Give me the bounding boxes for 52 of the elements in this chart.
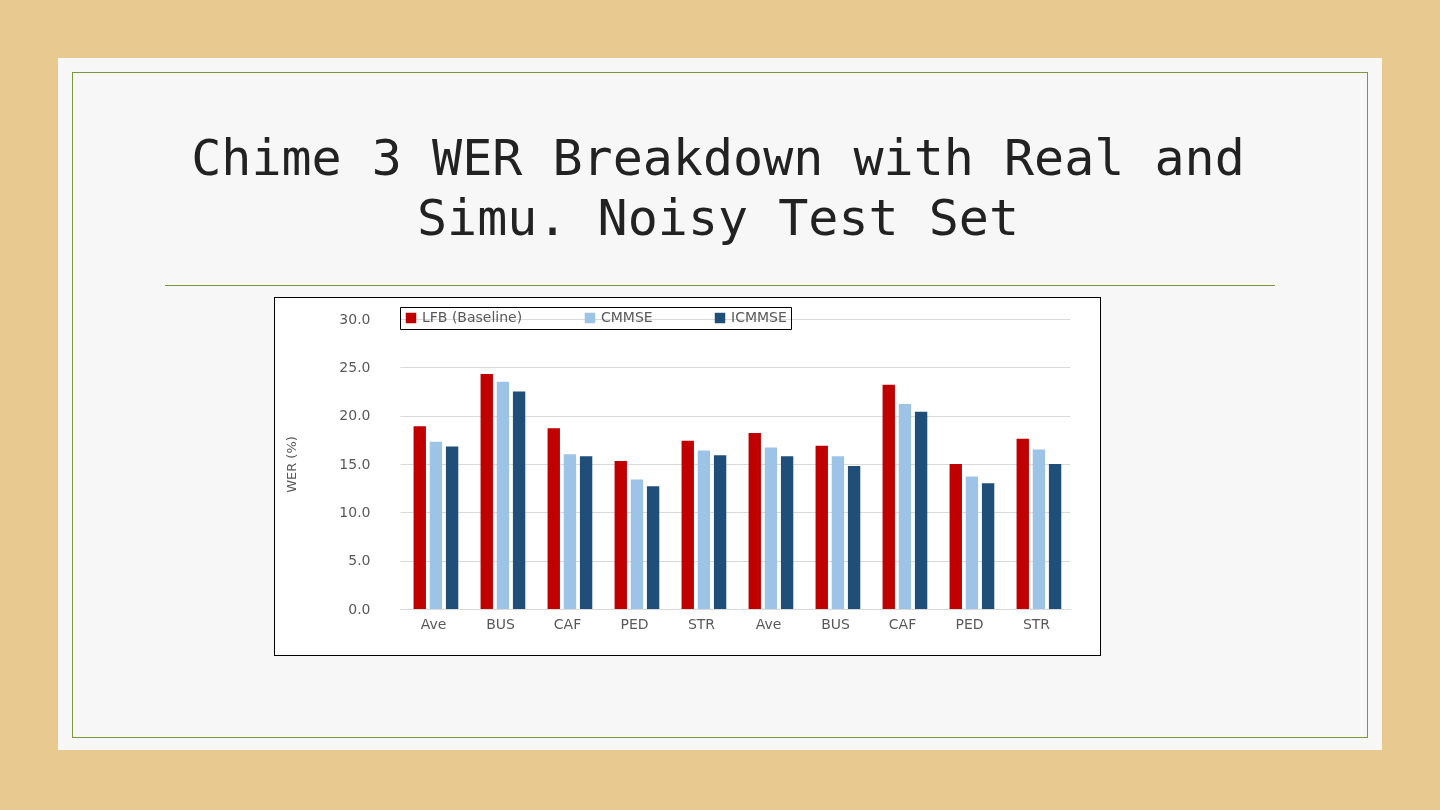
bar xyxy=(547,428,560,609)
bar xyxy=(780,456,794,609)
bar xyxy=(882,384,895,609)
bar xyxy=(646,486,660,609)
y-tick-label: 10.0 xyxy=(339,503,371,520)
bar xyxy=(949,464,962,609)
x-tick-label: CAF xyxy=(553,615,582,632)
bar xyxy=(914,411,928,609)
bar xyxy=(764,447,778,609)
bar xyxy=(681,440,694,609)
bar xyxy=(847,465,861,609)
y-tick-label: 20.0 xyxy=(339,407,371,424)
legend-label: CMMSE xyxy=(601,309,653,325)
bar xyxy=(579,456,593,609)
bar xyxy=(1016,438,1029,609)
bar xyxy=(563,454,577,609)
bar xyxy=(1048,464,1062,609)
bar xyxy=(614,461,627,609)
bar xyxy=(630,479,644,609)
bar xyxy=(480,374,493,609)
bar xyxy=(898,404,912,609)
bar xyxy=(815,445,828,609)
chart-title: Chime 3 WER Breakdown with Real and Simu. Noisy Test Set xyxy=(190,128,1246,248)
y-tick-label: 5.0 xyxy=(348,552,371,569)
bar xyxy=(697,450,711,609)
x-tick-label: CAF xyxy=(888,615,917,632)
x-tick-label: STR xyxy=(1022,615,1051,632)
bar xyxy=(748,433,761,609)
bar xyxy=(429,441,443,609)
bar xyxy=(1032,449,1046,609)
y-tick-label: 0.0 xyxy=(348,600,371,617)
legend-label: ICMMSE xyxy=(731,309,787,325)
y-tick-label: 25.0 xyxy=(339,358,371,375)
bar xyxy=(445,446,459,609)
bar xyxy=(981,483,995,609)
bar xyxy=(413,426,426,609)
x-tick-label: BUS xyxy=(821,615,850,632)
x-tick-label: Ave xyxy=(420,615,447,632)
y-tick-label: 15.0 xyxy=(339,455,371,472)
x-tick-label: STR xyxy=(687,615,716,632)
bar xyxy=(965,476,979,609)
bar xyxy=(496,381,510,609)
x-tick-label: PED xyxy=(620,615,649,632)
bar xyxy=(713,455,727,609)
legend-label: LFB (Baseline) xyxy=(422,309,523,325)
bar xyxy=(512,391,526,609)
y-tick-label: 30.0 xyxy=(339,310,371,327)
x-tick-label: Ave xyxy=(755,615,782,632)
bar xyxy=(831,456,845,609)
x-tick-label: PED xyxy=(955,615,984,632)
x-tick-label: BUS xyxy=(486,615,515,632)
y-axis-title: WER (%) xyxy=(284,436,300,493)
